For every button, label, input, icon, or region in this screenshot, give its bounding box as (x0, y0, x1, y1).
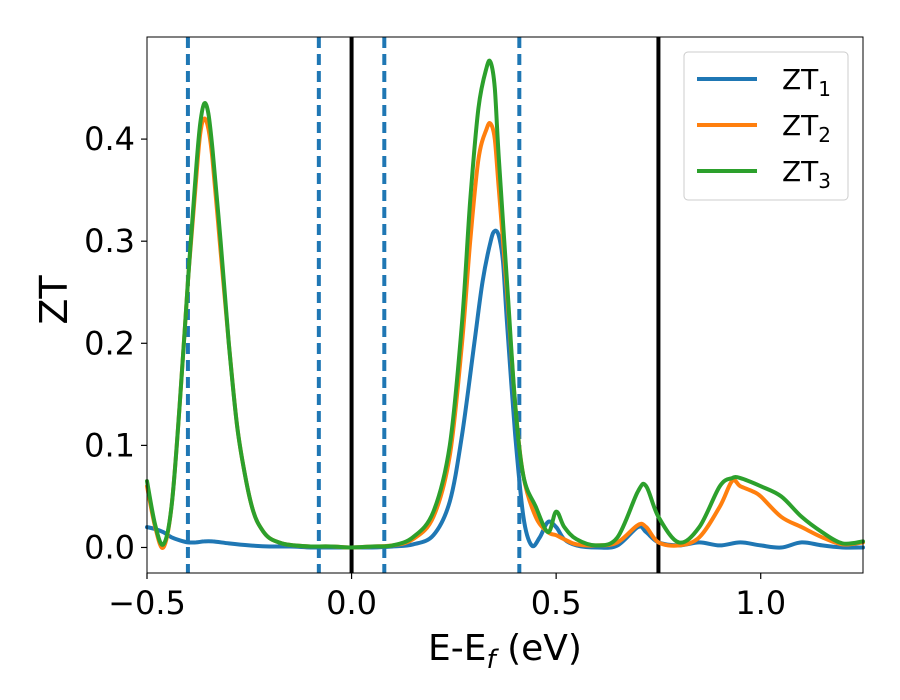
x-axis-label-main: E-E (428, 628, 486, 669)
y-tick-label: 0.1 (84, 426, 135, 464)
series-lines (145, 58, 865, 551)
x-axis-label-units: (eV) (496, 628, 582, 669)
x-axis-label: E-Ef (eV) (428, 628, 582, 675)
x-tick-label: 0.0 (326, 584, 377, 622)
y-tick-label: 0.2 (84, 324, 135, 362)
plot-frame (146, 36, 864, 574)
x-tick-label: 0.5 (531, 584, 582, 622)
x-tick-label: 1.0 (735, 584, 786, 622)
legend-label-zt2: ZT2 (782, 109, 831, 147)
reference-lines (185, 37, 661, 573)
x-tick-label: −0.5 (108, 584, 186, 622)
legend-label-zt3: ZT3 (782, 155, 831, 193)
series-line-zt3 (145, 58, 865, 550)
y-axis-ticks: 0.0 0.1 0.2 0.3 0.4 (84, 120, 147, 566)
legend: ZT1 ZT2 ZT3 (683, 51, 849, 201)
y-tick-label: 0.4 (84, 120, 135, 158)
y-tick-label: 0.3 (84, 222, 135, 260)
y-axis-label: ZT (32, 275, 76, 325)
legend-box (683, 51, 849, 201)
x-axis-ticks: −0.5 0.0 0.5 1.0 (108, 573, 786, 622)
legend-label-zt1: ZT1 (782, 63, 831, 101)
y-tick-label: 0.0 (84, 528, 135, 566)
